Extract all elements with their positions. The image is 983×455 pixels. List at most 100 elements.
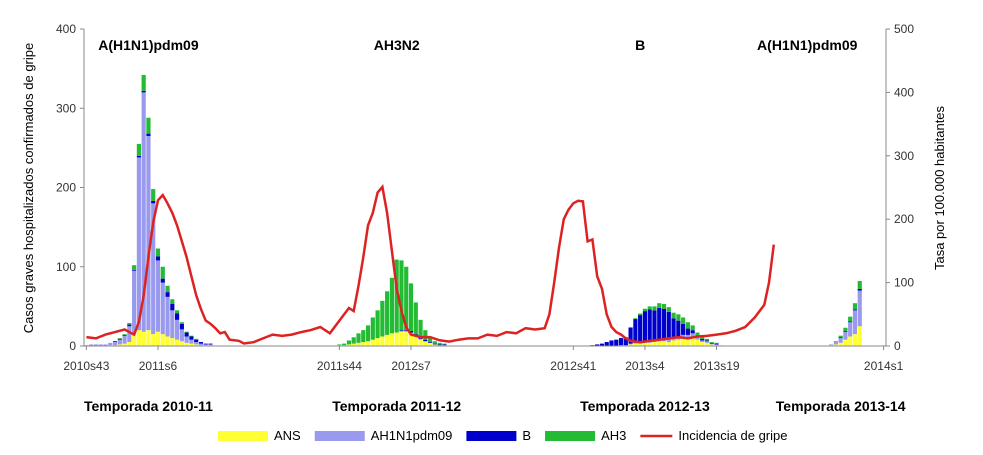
bar-ah1n1pdm09-w161 bbox=[852, 310, 858, 335]
bar-ah3-w130 bbox=[704, 338, 710, 341]
bar-ah1n1pdm09-w128 bbox=[695, 337, 700, 340]
bar-b-w125 bbox=[681, 323, 686, 335]
bar-ans-w131 bbox=[709, 344, 714, 346]
x-tick-label: 2013s4 bbox=[625, 359, 665, 373]
bar-ans-w19 bbox=[175, 339, 180, 346]
bar-ah1n1pdm09-w156 bbox=[829, 344, 834, 346]
bar-b-w161 bbox=[852, 309, 858, 311]
bar-ans-w116 bbox=[638, 343, 643, 346]
legend-swatch-ah3 bbox=[545, 431, 596, 441]
bar-b-w8 bbox=[122, 334, 127, 336]
bar-b-w68 bbox=[408, 330, 414, 333]
y-tick-label: 100 bbox=[56, 260, 76, 274]
annotation-label: A(H1N1)pdm09 bbox=[98, 37, 199, 53]
bar-ans-w21 bbox=[184, 342, 189, 346]
season-label: Temporada 2011-12 bbox=[332, 398, 461, 414]
bar-ah3-w157 bbox=[833, 341, 838, 343]
bar-b-w112 bbox=[618, 338, 624, 346]
bar-ah3-w74 bbox=[437, 342, 442, 345]
bar-ah3-w117 bbox=[642, 308, 648, 312]
bar-b-w115 bbox=[633, 319, 638, 343]
bar-ans-w7 bbox=[117, 344, 122, 346]
bar-ah3-w159 bbox=[843, 327, 848, 331]
annotation-label: AH3N2 bbox=[374, 37, 420, 53]
x-tick-label: 2010s43 bbox=[63, 359, 109, 373]
bar-ah3-w16 bbox=[160, 266, 165, 279]
bar-ah3-w20 bbox=[179, 322, 184, 324]
bar-ah3-w67 bbox=[404, 266, 409, 331]
bar-ah3-w54 bbox=[342, 343, 347, 346]
bar-ah1n1pdm09-w26 bbox=[208, 344, 213, 346]
bar-b-w74 bbox=[437, 344, 442, 346]
season-label: Temporada 2010-11 bbox=[84, 398, 213, 414]
bar-ans-w67 bbox=[404, 331, 409, 346]
bar-ah1n1pdm09-w126 bbox=[685, 334, 690, 339]
bar-ah1n1pdm09-w25 bbox=[203, 344, 208, 346]
bar-ans-w56 bbox=[351, 343, 356, 346]
bar-b-w9 bbox=[127, 324, 132, 327]
bar-b-w109 bbox=[604, 342, 609, 346]
bar-ans-w60 bbox=[370, 339, 375, 346]
bar-ah3-w55 bbox=[346, 340, 352, 345]
legend: ANS AH1N1pdm09 B AH3 Incidencia de gripe bbox=[218, 428, 788, 443]
bar-ah3-w71 bbox=[423, 330, 428, 340]
bar-ah1n1pdm09-w11 bbox=[136, 157, 141, 331]
bar-ah3-w65 bbox=[394, 259, 399, 333]
y2-tick-label: 300 bbox=[894, 149, 914, 163]
bar-b-w121 bbox=[661, 308, 667, 339]
bar-ans-w120 bbox=[657, 341, 662, 346]
bar-ans-w119 bbox=[652, 342, 657, 346]
bar-ans-w57 bbox=[356, 342, 361, 346]
bar-ans-w114 bbox=[628, 344, 633, 346]
bar-b-w131 bbox=[709, 342, 714, 344]
bar-ah1n1pdm09-w125 bbox=[681, 334, 686, 339]
bar-b-w24 bbox=[198, 342, 204, 344]
bar-b-w6 bbox=[112, 341, 118, 343]
x-tick-label: 2013s19 bbox=[694, 359, 740, 373]
bar-ans-w158 bbox=[838, 342, 843, 346]
bar-ah3-w126 bbox=[685, 322, 690, 329]
legend-swatch-b bbox=[466, 431, 517, 441]
bar-ah3-w114 bbox=[628, 326, 633, 328]
bar-b-w10 bbox=[132, 269, 137, 271]
legend-swatch-ans bbox=[218, 431, 268, 441]
bar-ah3-w73 bbox=[432, 341, 437, 344]
bar-ah1n1pdm09-w2 bbox=[93, 344, 99, 346]
bar-ans-w8 bbox=[122, 343, 127, 346]
bar-ans-w127 bbox=[690, 336, 695, 346]
bar-ah1n1pdm09-w21 bbox=[184, 336, 189, 343]
bar-ans-w61 bbox=[375, 338, 380, 346]
bar-b-w17 bbox=[165, 292, 170, 297]
bar-ah3-w161 bbox=[852, 303, 858, 310]
bar-ah1n1pdm09-w13 bbox=[146, 135, 151, 331]
bar-ans-w16 bbox=[160, 334, 165, 346]
incidence-line bbox=[86, 184, 776, 345]
bar-ah1n1pdm09-w24 bbox=[198, 343, 204, 346]
bar-ah1n1pdm09-w132 bbox=[714, 344, 719, 346]
bar-b-w16 bbox=[160, 278, 165, 283]
bar-ans-w13 bbox=[146, 330, 151, 346]
y2-tick-label: 100 bbox=[894, 276, 914, 290]
bar-ans-w22 bbox=[189, 343, 194, 346]
x-tick-label: 2012s7 bbox=[391, 359, 431, 373]
bar-ans-w73 bbox=[432, 344, 437, 346]
bar-b-w73 bbox=[432, 343, 437, 345]
bar-b-w123 bbox=[671, 318, 676, 339]
y2-tick-label: 400 bbox=[894, 85, 914, 99]
bar-ah1n1pdm09-w23 bbox=[194, 342, 199, 345]
bar-ah3-w19 bbox=[175, 310, 180, 314]
bar-ah3-w162 bbox=[857, 281, 862, 289]
bar-ah1n1pdm09-w19 bbox=[175, 319, 180, 340]
bar-b-w130 bbox=[704, 340, 710, 342]
bar-b-w67 bbox=[404, 330, 409, 331]
bar-ah3-w127 bbox=[690, 325, 695, 331]
bar-b-w14 bbox=[151, 200, 156, 204]
bar-b-w118 bbox=[647, 309, 652, 342]
legend-label: ANS bbox=[274, 428, 301, 443]
bar-ah1n1pdm09-w15 bbox=[155, 260, 161, 332]
x-tick-label: 2011s44 bbox=[317, 359, 362, 373]
bar-ans-w63 bbox=[385, 334, 390, 346]
bar-ah3-w120 bbox=[657, 303, 662, 308]
bar-ah3-w56 bbox=[351, 337, 356, 344]
bar-ah1n1pdm09-w114 bbox=[628, 343, 633, 345]
